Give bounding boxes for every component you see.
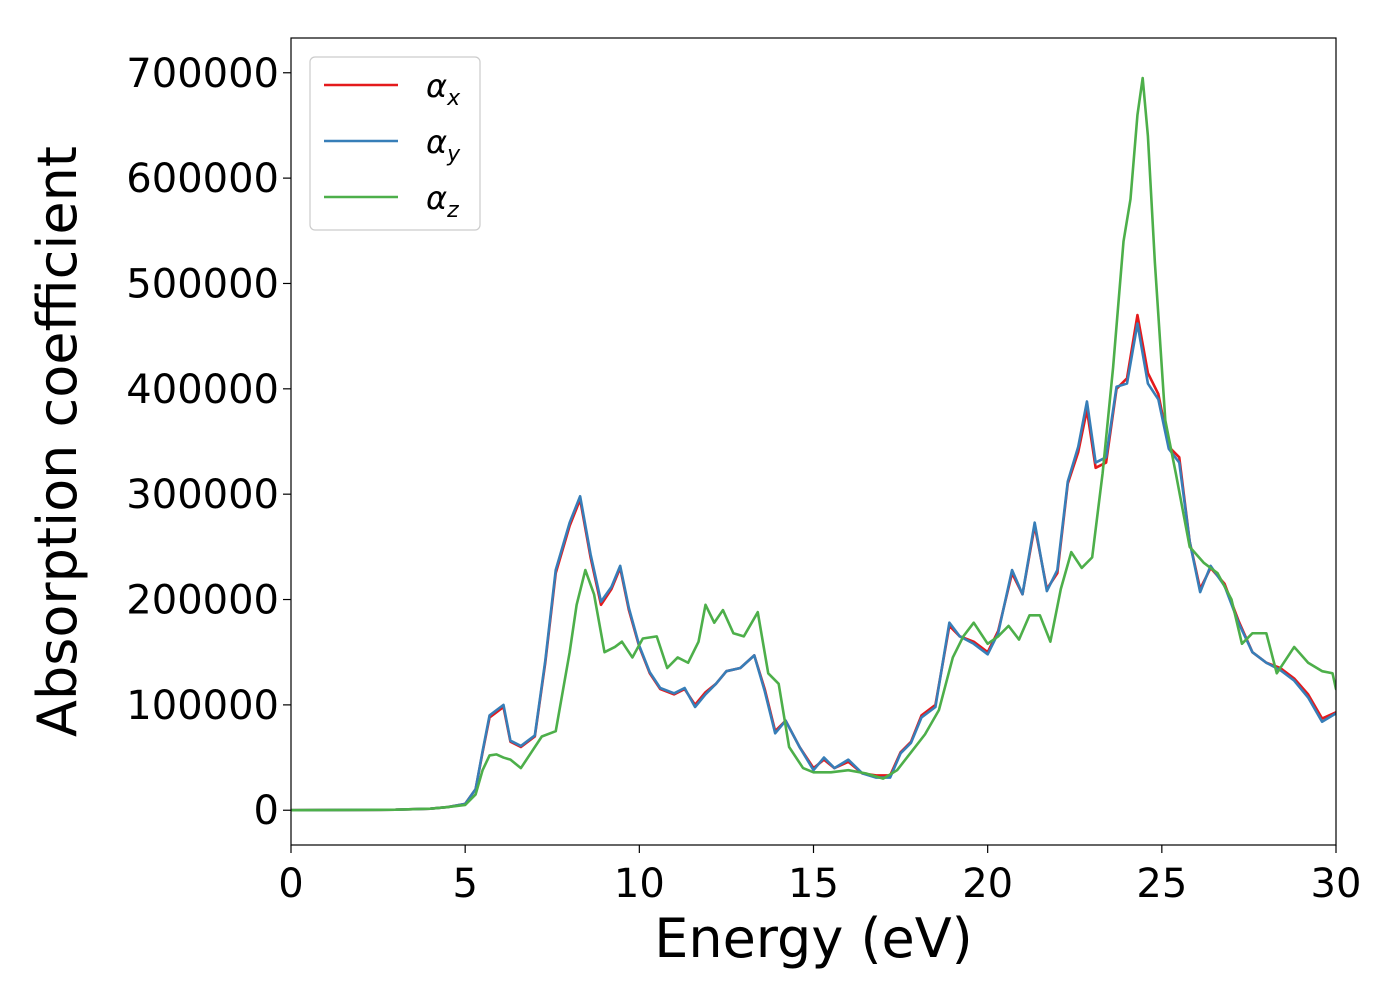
y-tick-label: 500000 (126, 261, 279, 307)
y-tick-label: 600000 (126, 156, 279, 202)
legend-box (309, 56, 481, 231)
y-axis: 0 100000 200000 300000 400000 500000 600000 700… (126, 51, 291, 834)
x-tick-label: 15 (788, 861, 839, 907)
series-line-x (291, 313, 1336, 812)
series-line-z (291, 76, 1336, 812)
y-tick-label: 300000 (126, 472, 279, 518)
x-axis: 0 5 10 15 20 25 30 (278, 845, 1361, 907)
y-tick-label: 200000 (126, 578, 279, 624)
x-tick-label: 0 (278, 861, 303, 907)
x-tick-label: 30 (1311, 861, 1362, 907)
series-line-y (291, 322, 1336, 812)
y-tick-label: 400000 (126, 367, 279, 413)
x-tick-label: 20 (962, 861, 1013, 907)
y-tick-label: 100000 (126, 683, 279, 729)
y-axis-title: Absorption coefficient (26, 146, 89, 737)
x-axis-title: Energy (eV) (654, 907, 973, 970)
series-lines (291, 76, 1336, 812)
x-tick-label: 10 (614, 861, 665, 907)
x-tick-label: 5 (452, 861, 477, 907)
y-tick-label: 0 (254, 788, 279, 834)
y-tick-label: 700000 (126, 51, 279, 97)
x-tick-label: 25 (1136, 861, 1187, 907)
